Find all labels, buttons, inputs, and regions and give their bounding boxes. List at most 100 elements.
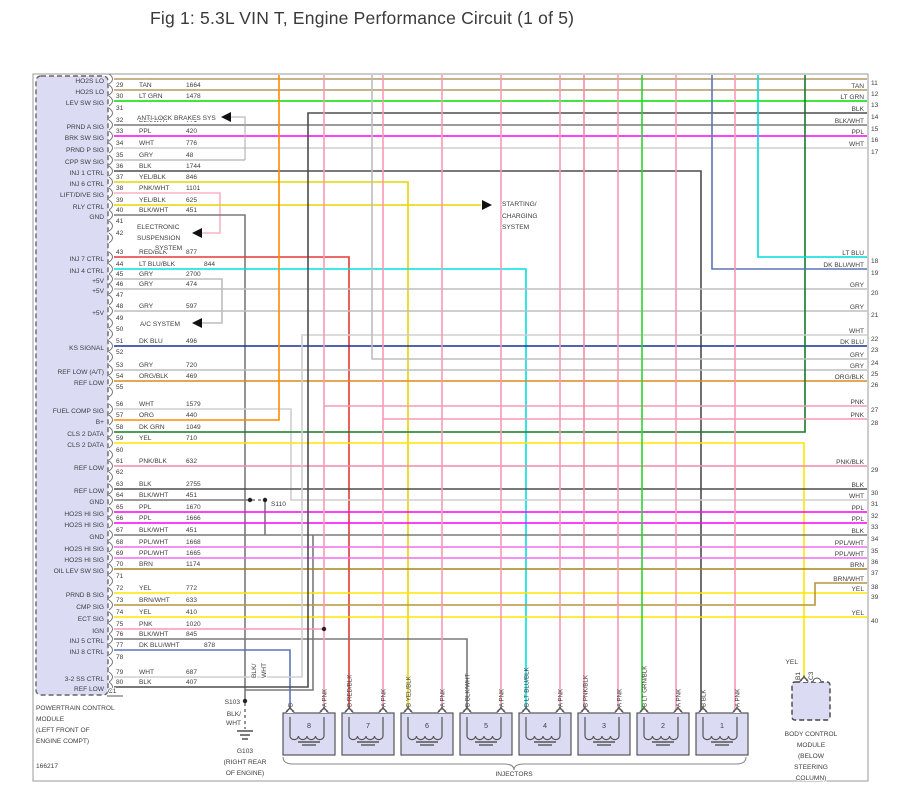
wire-circuit: 451: [186, 527, 197, 534]
wire-pin73-brnwht-exit38: [114, 582, 867, 606]
wire-pin58-dkgrn-top: [114, 75, 806, 433]
injector-coil: [525, 735, 561, 741]
exit-number: 19: [871, 270, 879, 277]
injector-pin-b-label: B BLK: [701, 689, 708, 707]
pin-number: 56: [116, 401, 124, 408]
wire-circuit: 633: [186, 597, 197, 604]
wire-color: WHT: [139, 401, 154, 408]
gnd-wire-rotated-label: WHT: [261, 663, 268, 678]
pin-bracket: [108, 176, 113, 188]
pin-number: 70: [116, 561, 124, 568]
pin-label: INJ 8 CTRL: [70, 649, 105, 656]
wire-color: DK GRN: [139, 424, 165, 431]
pin-number: 74: [116, 609, 124, 616]
pin-label: REF LOW (A/T): [57, 369, 104, 376]
wire-pin38-pnkwht-ess: [114, 192, 221, 234]
pin-bracket: [108, 460, 113, 472]
injector-number: 4: [543, 721, 547, 730]
pin-bracket: [108, 644, 113, 656]
exit-number: 37: [871, 570, 879, 577]
wire-color: ORG: [139, 412, 154, 419]
wire-top-gry-exit24: [371, 75, 867, 360]
pin-label: CMP SIG: [76, 604, 104, 611]
injector-8-box: [282, 712, 336, 756]
pin-number: 48: [116, 303, 124, 310]
pin-number: 45: [116, 271, 124, 278]
pin-bracket: [108, 73, 113, 85]
wire-circuit: 1020: [186, 621, 201, 628]
wire-circuit: 687: [186, 669, 197, 676]
wire-color: BLK: [139, 679, 152, 686]
exit-wire-label: BLK/WHT: [835, 118, 864, 125]
pin-bracket: [108, 209, 113, 221]
ground-g103-label: G103: [237, 748, 253, 755]
wire-color: LT BLU/BLK: [139, 261, 176, 268]
pin-label: PRND B SIG: [66, 592, 104, 599]
injector-number: 8: [307, 721, 311, 730]
exit-wire-label: WHT: [849, 141, 864, 148]
pcm-caption: (LEFT FRONT OF: [36, 727, 90, 734]
wire-end-arrow: [581, 706, 589, 713]
splice-s103-label: S103: [225, 699, 241, 706]
pin-bracket: [108, 671, 113, 683]
pin-bracket: [108, 633, 113, 645]
wire-color: BLK/WHT: [139, 207, 168, 214]
wire-color: ORG/BLK: [139, 373, 169, 380]
pin-bracket: [108, 506, 113, 518]
splice-s110-label: S110: [271, 501, 286, 508]
exit-number: 33: [871, 524, 879, 531]
injector-5-box: [459, 712, 513, 756]
pin-bracket: [108, 364, 113, 376]
wire-pin77-dkbluwht-inj8: [114, 649, 291, 713]
exit-wire-label: BRN/WHT: [833, 576, 864, 583]
junction-dot: [242, 698, 248, 704]
wire-pin57-org-top: [114, 75, 280, 421]
wire-color: PNK: [139, 621, 153, 628]
wire-end-arrow: [733, 706, 741, 713]
bcm-box: [791, 681, 831, 721]
wire-pin44-ltblublk-inj4: [114, 268, 527, 713]
pin-bracket: [108, 283, 113, 295]
injector-pin-b-label: B BLK/WHT: [465, 673, 472, 707]
exit-wire-label: TAN: [851, 83, 864, 90]
wire-circuit: 846: [186, 174, 197, 181]
pin-label: HO2S HI SIG: [64, 557, 104, 564]
wire-color: YEL/BLK: [139, 197, 166, 204]
pin-number: 36: [116, 163, 124, 170]
wire-circuit: 710: [186, 435, 197, 442]
exit-wire-label: BLK: [852, 106, 865, 113]
pin-number: 58: [116, 424, 124, 431]
pin-label: B+: [96, 419, 104, 426]
wire-color: DK BLU/WHT: [139, 642, 180, 649]
pin-number: 34: [116, 140, 124, 147]
pin-label: GND: [89, 499, 104, 506]
exit-number: 13: [871, 102, 879, 109]
pin-number: 50: [116, 326, 124, 333]
wire-color: PNK/BLK: [139, 458, 167, 465]
wire-color: WHT: [139, 669, 154, 676]
wire-color: GRY: [139, 281, 154, 288]
wire-color: PPL: [139, 128, 152, 135]
pin-label: INJ 5 CTRL: [70, 638, 105, 645]
exit-number: 30: [871, 490, 879, 497]
pcm-caption: MODULE: [36, 716, 65, 723]
wire-pin37-yelblk-inj6: [114, 181, 409, 713]
wire-color: YEL: [139, 609, 152, 616]
wire-circuit: 720: [186, 362, 197, 369]
wire-circuit: 1744: [186, 163, 201, 170]
exit-number: 11: [871, 80, 878, 87]
exit-number: 15: [871, 126, 879, 133]
wire-color: GRY: [139, 271, 154, 278]
pin-label: PRND P SIG: [66, 147, 104, 154]
pin-bracket: [108, 575, 113, 587]
exit-number: 34: [871, 536, 879, 543]
wire-pin80-blk-exit14: [114, 112, 867, 688]
pin-bracket: [108, 599, 113, 611]
pin-number: 32: [116, 117, 124, 124]
pin-label: LIFT/DIVE SIG: [60, 192, 104, 199]
wire-circuit: 48: [186, 152, 194, 159]
exit-number: 21: [871, 312, 879, 319]
wire-color: BLK: [139, 163, 152, 170]
pin-bracket: [108, 351, 113, 363]
pin-number: 54: [116, 373, 124, 380]
